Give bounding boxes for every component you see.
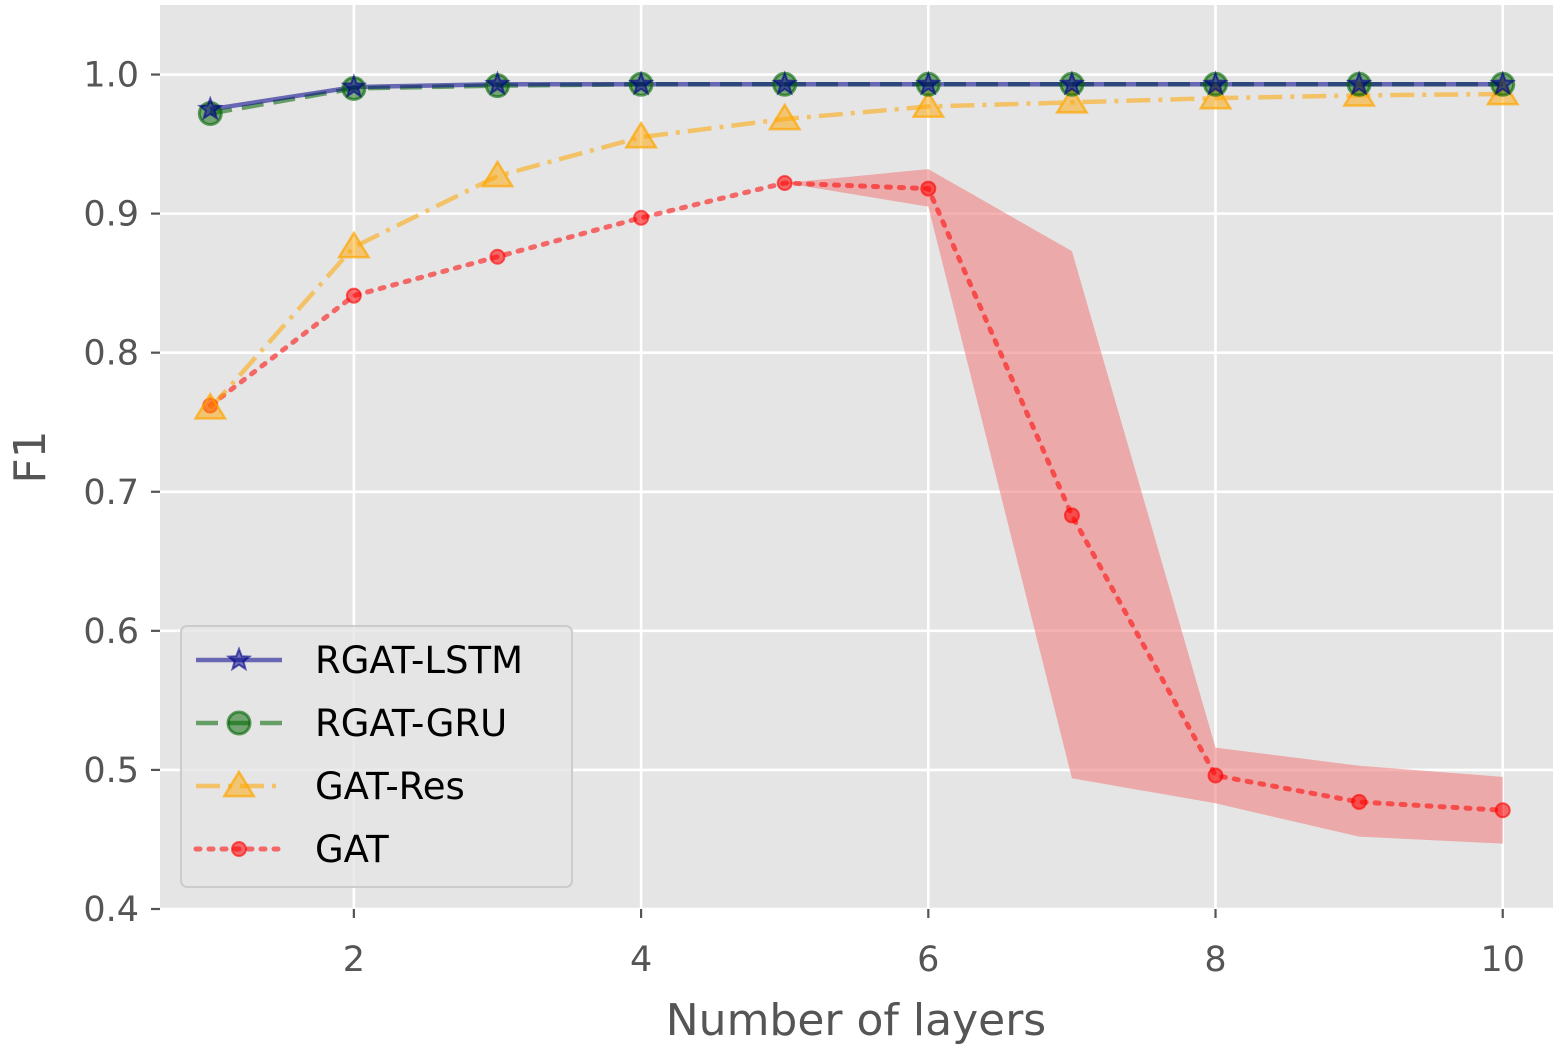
data-point-rgat-lstm: [484, 70, 511, 96]
data-point-gat-res: [193, 391, 228, 420]
legend-marker-rgat-gru: [226, 710, 252, 736]
axis-ticks: 2 4 6 8 10 0.4 0.5 0.6 0.7 0.8 0.9 1.0: [83, 56, 1525, 980]
data-point-rgat-lstm: [197, 95, 224, 121]
data-point-rgat-lstm: [1345, 70, 1373, 96]
data-point-gat-res: [1054, 85, 1089, 114]
data-point-gat-res: [911, 90, 946, 118]
y-tick-label: 0.9: [83, 195, 139, 235]
series-markers: [193, 70, 1520, 819]
series-line-rgat-lstm: [209, 82, 1503, 112]
data-point-gat: [633, 209, 650, 226]
data-point-gat-res: [480, 159, 515, 188]
series-line-gat-res: [208, 91, 1503, 410]
y-axis-label: F1: [5, 430, 56, 483]
data-point-rgat-lstm: [1058, 70, 1086, 96]
data-point-rgat-lstm: [771, 70, 798, 96]
data-point-rgat-lstm: [627, 70, 655, 96]
series-lines: [207, 82, 1506, 813]
x-tick-label: 10: [1480, 940, 1525, 980]
data-point-gat: [489, 248, 506, 265]
legend-label-rgat-lstm: RGAT-LSTM: [315, 639, 523, 682]
x-axis-label: Number of layers: [666, 995, 1046, 1045]
series-line-gat: [207, 180, 1506, 813]
legend-label-rgat-gru: RGAT-GRU: [315, 702, 507, 745]
legend-label-gat-res: GAT-Res: [315, 765, 465, 808]
data-point-rgat-lstm: [1202, 70, 1229, 96]
legend-marker-gat: [231, 841, 247, 857]
data-point-rgat-lstm: [915, 70, 942, 96]
x-tick-label: 6: [917, 940, 939, 980]
y-tick-label: 0.4: [83, 890, 139, 930]
data-point-rgat-lstm: [1489, 70, 1516, 96]
band-gat: [210, 169, 1503, 844]
y-tick-label: 1.0: [83, 56, 139, 96]
data-point-gat-res: [624, 120, 659, 149]
data-point-gat: [1351, 793, 1368, 810]
x-tick-label: 8: [1204, 940, 1226, 980]
confidence-band: [210, 169, 1503, 844]
x-tick-label: 2: [343, 940, 365, 980]
legend-marker-gat-res: [222, 769, 256, 798]
data-point-gat-res: [767, 102, 802, 131]
data-point-gat: [920, 180, 937, 197]
y-tick-label: 0.6: [83, 612, 139, 652]
legend: RGAT-LSTM RGAT-GRU GAT-Res GAT: [180, 625, 573, 888]
data-point-gat: [345, 287, 362, 304]
x-tick-label: 4: [630, 940, 652, 980]
legend-label-gat: GAT: [315, 828, 389, 871]
y-tick-label: 0.5: [83, 751, 139, 791]
data-point-gat-res: [336, 230, 371, 259]
data-point-gat: [1063, 507, 1080, 524]
data-point-gat: [1494, 802, 1511, 819]
legend-box: [180, 625, 573, 888]
data-point-gat: [1207, 767, 1224, 784]
legend-marker-rgat-lstm: [225, 646, 253, 672]
data-point-gat: [776, 175, 793, 192]
data-point-rgat-lstm: [340, 73, 368, 99]
y-tick-label: 0.7: [83, 473, 139, 513]
y-tick-label: 0.8: [83, 334, 139, 374]
